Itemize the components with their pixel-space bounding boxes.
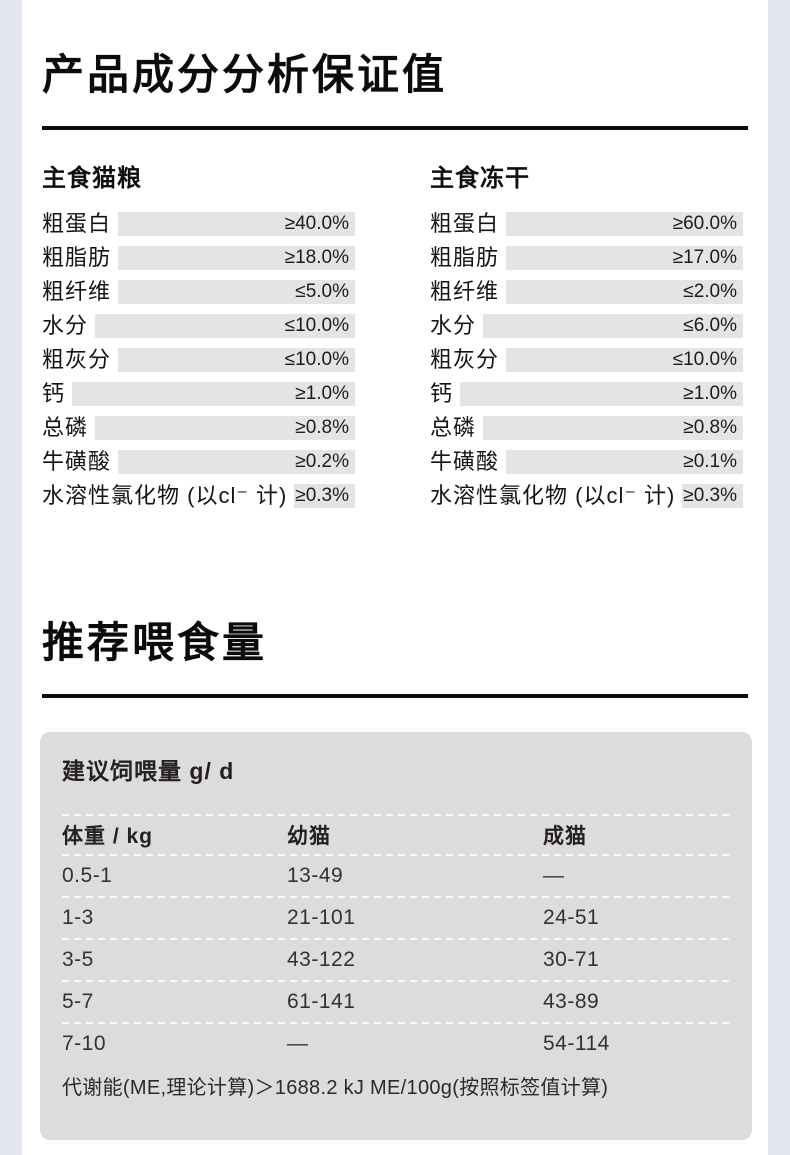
nutrient-row: 粗脂肪 ≥18.0% [42,246,355,270]
adult-amount-cell: 30-71 [543,948,600,971]
column-header-adult-cat: 成猫 [543,825,587,848]
weight-cell: 1-3 [62,906,94,929]
nutrient-label: 粗蛋白 [430,211,500,236]
nutrient-value-bar: ≥0.8% [483,416,743,440]
kitten-amount-cell: 43-122 [287,948,356,971]
feeding-table-header-row: 体重 / kg 幼猫 成猫 [62,816,730,854]
nutrient-row: 水分 ≤10.0% [42,314,355,338]
nutrient-value-bar: ≥1.0% [72,382,355,406]
nutrient-row: 水分 ≤6.0% [430,314,743,338]
kitten-amount-cell: 21-101 [287,906,356,929]
nutrient-label: 粗纤维 [430,279,500,304]
nutrient-row: 总磷 ≥0.8% [42,416,355,440]
nutrient-row: 水溶性氯化物 (以cl⁻ 计) ≥0.3% [42,484,355,508]
column-subtitle: 主食冻干 [430,165,530,192]
nutrient-row: 粗纤维 ≤2.0% [430,280,743,304]
nutrient-row: 粗脂肪 ≥17.0% [430,246,743,270]
column-header-weight: 体重 / kg [62,825,154,848]
kitten-amount-cell: 61-141 [287,990,356,1013]
nutrient-value-bar: ≥0.3% [682,484,743,508]
nutrient-value-bar: ≤5.0% [118,280,355,304]
nutrient-row: 总磷 ≥0.8% [430,416,743,440]
nutrient-label: 粗脂肪 [430,245,500,270]
nutrient-label: 水分 [430,313,477,338]
dashed-divider [62,980,730,982]
table-row: 7-10 — 54-114 [62,1024,730,1064]
nutrient-value-bar: ≥1.0% [460,382,743,406]
table-row: 0.5-1 13-49 — [62,856,730,896]
kitten-amount-cell: 13-49 [287,864,344,887]
table-row: 3-5 43-122 30-71 [62,940,730,980]
nutrient-row: 粗蛋白 ≥40.0% [42,212,355,236]
feeding-card-heading: 建议饲喂量 g/ d [62,758,235,784]
nutrient-row: 粗蛋白 ≥60.0% [430,212,743,236]
metabolizable-energy-note: 代谢能(ME,理论计算)＞1688.2 kJ ME/100g(按照标签值计算) [62,1077,609,1099]
nutrient-value-bar: ≥0.1% [506,450,743,474]
recommended-feeding-section: 推荐喂食量 建议饲喂量 g/ d 体重 / kg 幼猫 成猫 0.5-1 13-… [22,518,768,1140]
nutrient-label: 水分 [42,313,89,338]
content-sheet: 产品成分分析保证值 主食猫粮 粗蛋白 ≥40.0% 粗脂肪 ≥18.0% 粗纤维… [22,0,768,1155]
nutrient-label: 总磷 [42,415,89,440]
analysis-column-freeze-dried: 主食冻干 粗蛋白 ≥60.0% 粗脂肪 ≥17.0% 粗纤维 ≤2.0% 水分 … [430,164,743,518]
column-subtitle: 主食猫粮 [42,165,142,192]
nutrient-value-bar: ≤10.0% [118,348,355,372]
feeding-title-divider [42,694,748,698]
adult-amount-cell: 54-114 [543,1032,610,1055]
nutrient-label: 粗脂肪 [42,245,112,270]
nutrient-value-bar: ≤2.0% [506,280,743,304]
nutrient-label: 牛磺酸 [430,449,500,474]
nutrient-value-bar: ≤6.0% [483,314,743,338]
adult-amount-cell: 24-51 [543,906,600,929]
nutrient-row: 粗灰分 ≤10.0% [430,348,743,372]
weight-cell: 0.5-1 [62,864,113,887]
nutrient-label: 粗灰分 [42,347,112,372]
nutrient-value-bar: ≤10.0% [95,314,355,338]
dashed-divider [62,814,730,816]
nutrient-label: 水溶性氯化物 (以cl⁻ 计) [430,483,676,508]
nutrient-value-bar: ≥18.0% [118,246,355,270]
analysis-title-divider [42,126,748,130]
adult-amount-cell: — [543,864,565,887]
nutrient-row: 牛磺酸 ≥0.2% [42,450,355,474]
nutrient-value-bar: ≥40.0% [118,212,355,236]
analysis-section-title: 产品成分分析保证值 [42,51,448,98]
nutrient-row: 钙 ≥1.0% [42,382,355,406]
analysis-columns: 主食猫粮 粗蛋白 ≥40.0% 粗脂肪 ≥18.0% 粗纤维 ≤5.0% 水分 … [42,164,748,518]
nutrient-row: 水溶性氯化物 (以cl⁻ 计) ≥0.3% [430,484,743,508]
nutrient-label: 粗纤维 [42,279,112,304]
nutrient-value-bar: ≥0.8% [95,416,355,440]
nutrient-row: 牛磺酸 ≥0.1% [430,450,743,474]
feeding-section-title: 推荐喂食量 [42,619,268,666]
weight-cell: 7-10 [62,1032,107,1055]
nutrient-label: 钙 [430,381,454,406]
nutrient-value-bar: ≥0.2% [118,450,355,474]
nutrient-row: 粗灰分 ≤10.0% [42,348,355,372]
nutrient-label: 牛磺酸 [42,449,112,474]
nutrient-value-bar: ≤10.0% [506,348,743,372]
nutrient-value-bar: ≥60.0% [506,212,743,236]
nutrient-value-bar: ≥0.3% [294,484,355,508]
nutrient-label: 总磷 [430,415,477,440]
dashed-divider [62,896,730,898]
guaranteed-analysis-section: 产品成分分析保证值 主食猫粮 粗蛋白 ≥40.0% 粗脂肪 ≥18.0% 粗纤维… [22,0,768,518]
nutrient-row: 粗纤维 ≤5.0% [42,280,355,304]
dashed-divider [62,854,730,856]
nutrient-value-bar: ≥17.0% [506,246,743,270]
weight-cell: 5-7 [62,990,94,1013]
kitten-amount-cell: — [287,1032,309,1055]
nutrient-label: 粗蛋白 [42,211,112,236]
nutrient-row: 钙 ≥1.0% [430,382,743,406]
column-header-kitten: 幼猫 [287,825,331,848]
dashed-divider [62,938,730,940]
dashed-divider [62,1022,730,1024]
adult-amount-cell: 43-89 [543,990,600,1013]
table-row: 1-3 21-101 24-51 [62,898,730,938]
nutrient-label: 粗灰分 [430,347,500,372]
weight-cell: 3-5 [62,948,94,971]
table-row: 5-7 61-141 43-89 [62,982,730,1022]
nutrient-label: 水溶性氯化物 (以cl⁻ 计) [42,483,288,508]
analysis-column-staple-kibble: 主食猫粮 粗蛋白 ≥40.0% 粗脂肪 ≥18.0% 粗纤维 ≤5.0% 水分 … [42,164,355,518]
nutrient-label: 钙 [42,381,66,406]
feeding-table-card: 建议饲喂量 g/ d 体重 / kg 幼猫 成猫 0.5-1 13-49 — 1… [40,732,752,1140]
